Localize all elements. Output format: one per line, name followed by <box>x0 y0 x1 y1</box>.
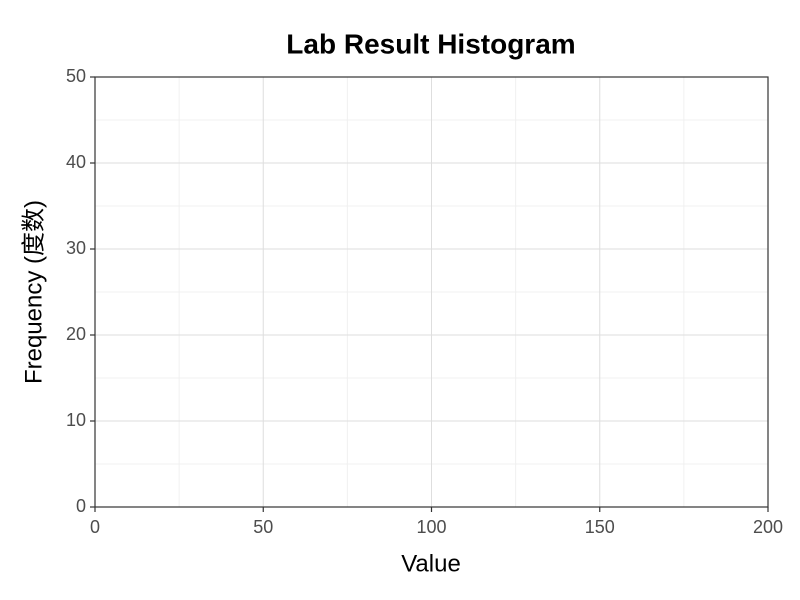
x-tick-label: 50 <box>253 517 273 537</box>
y-tick-label: 0 <box>76 496 86 516</box>
y-tick-label: 40 <box>66 152 86 172</box>
y-tick-label: 20 <box>66 324 86 344</box>
x-axis-title: Value <box>401 550 461 577</box>
chart-title: Lab Result Histogram <box>286 28 575 59</box>
panel-border <box>94 76 769 508</box>
y-axis-title: Frequency (度数) <box>20 200 47 384</box>
y-tick-label: 30 <box>66 238 86 258</box>
y-tick-label: 50 <box>66 66 86 86</box>
x-tick-label: 200 <box>753 517 783 537</box>
y-tick-label: 10 <box>66 410 86 430</box>
x-tick-label: 0 <box>90 517 100 537</box>
x-tick-label: 100 <box>416 517 446 537</box>
x-tick-label: 150 <box>585 517 615 537</box>
